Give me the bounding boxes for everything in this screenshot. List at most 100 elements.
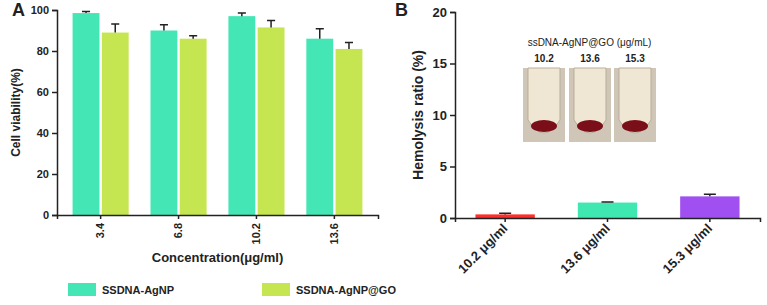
inset-tube — [528, 68, 560, 133]
inset-pellet — [577, 120, 603, 132]
x-tick-mark — [709, 218, 711, 222]
marks — [475, 194, 739, 218]
error-bar — [111, 24, 119, 33]
x-tick-mark — [607, 218, 609, 222]
y-tick-mark — [450, 166, 455, 168]
y-tick-mark — [52, 133, 57, 135]
legend-label: SSDNA-AgNP@GO — [296, 284, 396, 296]
y-tick-mark — [52, 10, 57, 12]
panel-0: 0204060801003.46.810.213.6ACell viabilit… — [9, 0, 396, 296]
x-tick: 10.2 — [250, 215, 262, 244]
x-tick-label: 3.4 — [94, 222, 106, 238]
y-axis: 020406080100 — [31, 4, 58, 221]
y-axis-line — [52, 11, 58, 216]
y-tick-mark — [52, 174, 57, 176]
x-tick-label: 15.3 μg/ml — [660, 221, 716, 277]
legend-swatch — [262, 283, 290, 296]
error-bar — [499, 213, 511, 214]
y-tick: 80 — [37, 45, 57, 57]
error-bar — [316, 29, 324, 39]
error-bar — [267, 20, 275, 27]
bar — [180, 39, 207, 215]
bar — [306, 39, 333, 215]
figure: 0204060801003.46.810.213.6ACell viabilit… — [0, 0, 767, 305]
x-tick: 3.4 — [94, 215, 106, 238]
inset-photo-bg — [614, 68, 656, 142]
y-tick-label: 100 — [31, 4, 49, 16]
y-tick-mark — [450, 218, 455, 220]
error-bar — [82, 11, 90, 13]
y-axis-title: Hemolysis ratio (%) — [410, 50, 426, 180]
bar — [150, 31, 177, 216]
y-tick: 60 — [37, 86, 57, 98]
y-tick-mark — [52, 215, 57, 217]
x-tick-mark — [334, 215, 336, 219]
error-bar — [160, 25, 168, 31]
bar — [336, 49, 363, 215]
y-tick-label: 5 — [440, 159, 447, 174]
error-bar — [704, 194, 716, 196]
y-tick-label: 0 — [43, 209, 49, 221]
bar — [475, 214, 534, 218]
y-tick-label: 10 — [433, 108, 447, 123]
x-axis: 10.2 μg/ml 13.6 μg/ml 15.3 μg/ml — [455, 218, 761, 276]
inset-photo-bg — [523, 68, 565, 142]
bar — [680, 196, 739, 218]
y-tick-label: 20 — [37, 168, 49, 180]
x-axis-line — [456, 219, 761, 223]
bar — [258, 27, 285, 215]
y-tick: 10 — [433, 108, 455, 123]
legend-label: SSDNA-AgNP — [102, 284, 174, 296]
y-tick-mark — [450, 115, 455, 117]
y-tick: 0 — [43, 209, 57, 221]
inset-pellet — [531, 120, 557, 132]
y-tick: 0 — [440, 211, 455, 226]
x-tick-mark — [178, 215, 180, 219]
panel-label: A — [12, 0, 25, 20]
y-tick-label: 0 — [440, 211, 447, 226]
inset-label: 15.3 — [625, 53, 645, 64]
panel-label: B — [395, 0, 408, 20]
legend: SSDNA-AgNP SSDNA-AgNP@GO — [68, 283, 396, 296]
inset-tube — [619, 68, 651, 133]
x-tick-label: 10.2 μg/ml — [455, 221, 511, 277]
inset: ssDNA-AgNP@GO (μg/mL)10.213.615.3 — [523, 37, 656, 142]
x-tick: 13.6 μg/ml — [557, 218, 613, 276]
y-tick: 5 — [440, 159, 455, 174]
x-tick: 6.8 — [172, 215, 184, 238]
bar — [102, 33, 129, 215]
inset-photo-bg — [569, 68, 611, 142]
x-tick: 15.3 μg/ml — [660, 218, 716, 276]
error-bar — [602, 201, 614, 203]
y-tick-label: 80 — [37, 45, 49, 57]
marks — [73, 11, 363, 215]
inset-label: 10.2 — [534, 53, 554, 64]
panel-1: 0510152010.2 μg/ml13.6 μg/ml15.3 μg/mlBH… — [395, 0, 761, 276]
x-tick-mark — [256, 215, 258, 219]
error-bar — [345, 42, 353, 49]
x-tick-label: 10.2 — [250, 223, 262, 244]
error-bar — [189, 36, 197, 39]
y-tick: 20 — [37, 168, 57, 180]
x-tick-label: 6.8 — [172, 223, 184, 238]
inset-pellet — [622, 120, 648, 132]
y-tick-label: 20 — [433, 5, 447, 20]
inset-label: 13.6 — [580, 53, 600, 64]
x-tick-label: 13.6 — [328, 223, 340, 244]
y-axis: 05101520 — [433, 5, 456, 226]
x-tick-label: 13.6 μg/ml — [557, 221, 613, 277]
y-axis-title: Cell viability(%) — [9, 68, 23, 157]
x-axis-line — [58, 216, 379, 220]
x-tick: 10.2 μg/ml — [455, 218, 511, 276]
legend-swatch — [68, 283, 96, 296]
y-tick-label: 60 — [37, 86, 49, 98]
y-tick-mark — [450, 12, 455, 14]
x-tick-mark — [504, 218, 506, 222]
y-tick-mark — [52, 51, 57, 53]
y-axis-line — [450, 13, 456, 219]
inset-tube — [574, 68, 606, 133]
x-axis: 3.4 6.8 10.2 13.6 — [58, 215, 379, 244]
bar — [578, 203, 637, 218]
y-tick-mark — [450, 63, 455, 65]
y-tick-mark — [52, 92, 57, 94]
